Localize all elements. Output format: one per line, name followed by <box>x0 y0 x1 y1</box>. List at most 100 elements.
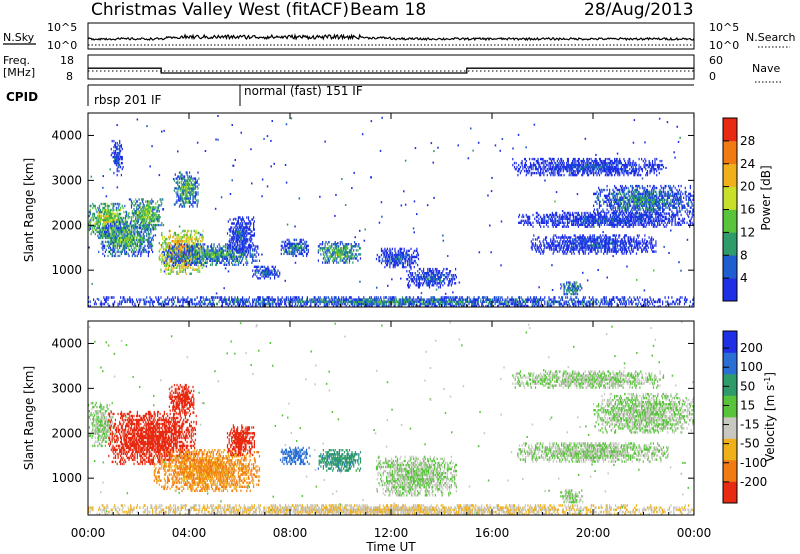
heatmap-cell <box>600 161 602 165</box>
heatmap-cell <box>174 253 176 256</box>
heatmap-cell <box>624 186 626 190</box>
heatmap-cell <box>346 261 348 264</box>
heatmap-cell <box>210 243 213 246</box>
heatmap-cell <box>117 234 119 238</box>
heatmap-cell <box>142 204 144 207</box>
heatmap-cell <box>341 253 343 256</box>
heatmap-cell <box>621 208 623 211</box>
heatmap-cell <box>162 254 164 257</box>
heatmap-cell <box>181 195 183 198</box>
heatmap-cell <box>203 257 205 260</box>
heatmap-cell <box>104 202 106 206</box>
heatmap-cell <box>446 267 448 271</box>
heatmap-cell <box>345 251 347 254</box>
heatmap-cell <box>302 246 304 250</box>
heatmap-cell <box>649 161 651 165</box>
nsky-label: N.Sky <box>3 31 35 44</box>
heatmap-cell <box>216 257 218 260</box>
heatmap-cell <box>135 214 137 217</box>
heatmap-cell <box>132 216 134 219</box>
heatmap-cell <box>629 167 631 171</box>
heatmap-cell <box>530 163 532 167</box>
heatmap-cell <box>402 261 404 265</box>
heatmap-cell <box>267 267 269 270</box>
heatmap-cell <box>229 228 231 231</box>
heatmap-cell <box>88 224 90 228</box>
heatmap-cell <box>182 262 184 265</box>
heatmap-cell <box>418 267 420 271</box>
heatmap-cell <box>650 169 652 173</box>
heatmap-cell <box>211 247 213 250</box>
heatmap-cell <box>98 210 101 214</box>
heatmap-cell <box>100 202 102 206</box>
heatmap-cell <box>119 218 121 222</box>
heatmap-cell <box>193 261 195 264</box>
heatmap-cell <box>228 244 230 247</box>
heatmap-cell <box>329 257 331 260</box>
heatmap-cell <box>192 242 194 245</box>
heatmap-cell <box>189 272 191 275</box>
heatmap-cell <box>191 240 193 243</box>
heatmap-cell <box>634 196 636 199</box>
heatmap-cell <box>226 257 229 260</box>
heatmap-cell <box>246 240 248 243</box>
heatmap-cell <box>169 270 171 273</box>
heatmap-cell <box>619 188 621 192</box>
heatmap-cell <box>118 214 120 218</box>
heatmap-cell <box>232 222 234 225</box>
heatmap-cell <box>425 282 427 285</box>
heatmap-cell <box>142 246 144 250</box>
heatmap-cell <box>135 210 137 213</box>
heatmap-cell <box>187 247 189 250</box>
heatmap-cell <box>146 225 148 229</box>
heatmap-cell <box>394 247 396 251</box>
heatmap-cell <box>136 230 138 234</box>
heatmap-cell <box>113 151 115 155</box>
heatmap-cell <box>146 227 148 231</box>
heatmap-cell <box>514 167 516 171</box>
heatmap-cell <box>142 216 144 219</box>
heatmap-cell <box>258 269 260 272</box>
heatmap-cell <box>246 246 248 249</box>
heatmap-cell <box>184 253 186 256</box>
heatmap-cell <box>107 206 109 210</box>
heatmap-cell <box>121 230 123 234</box>
heatmap-cell <box>403 265 405 269</box>
heatmap-cell <box>543 173 545 177</box>
heatmap-cell <box>202 255 204 258</box>
heatmap-cell <box>615 161 617 165</box>
heatmap-cell <box>184 183 186 186</box>
heatmap-cell <box>248 246 250 249</box>
heatmap-cell <box>152 216 154 219</box>
heatmap-cell <box>238 240 240 243</box>
heatmap-cell <box>324 261 326 264</box>
heatmap-cell <box>239 236 241 239</box>
heatmap-cell <box>230 242 232 245</box>
heatmap-cell <box>385 261 387 265</box>
heatmap-cell <box>412 261 415 265</box>
heatmap-cell <box>577 169 580 173</box>
heatmap-cell <box>343 261 345 264</box>
heatmap-cell <box>206 247 208 250</box>
heatmap-cell <box>544 165 546 169</box>
heatmap-cell <box>609 188 611 192</box>
heatmap-cell <box>193 201 195 204</box>
heatmap-cell <box>243 226 245 229</box>
heatmap-cell <box>635 171 637 175</box>
heatmap-cell <box>593 167 595 171</box>
heatmap-cell <box>248 232 250 235</box>
heatmap-cell <box>193 242 195 245</box>
heatmap-cell <box>611 165 613 169</box>
heatmap-cell <box>194 183 196 186</box>
heatmap-cell <box>616 194 618 198</box>
heatmap-cell <box>386 263 388 267</box>
heatmap-cell <box>595 167 597 171</box>
heatmap-cell <box>628 157 630 161</box>
heatmap-cell <box>561 163 563 167</box>
heatmap-cell <box>178 249 180 252</box>
heatmap-cell <box>157 218 159 221</box>
heatmap-cell <box>109 228 111 232</box>
heatmap-cell <box>573 163 575 167</box>
heatmap-cell <box>408 253 410 257</box>
heatmap-cell <box>113 149 115 153</box>
